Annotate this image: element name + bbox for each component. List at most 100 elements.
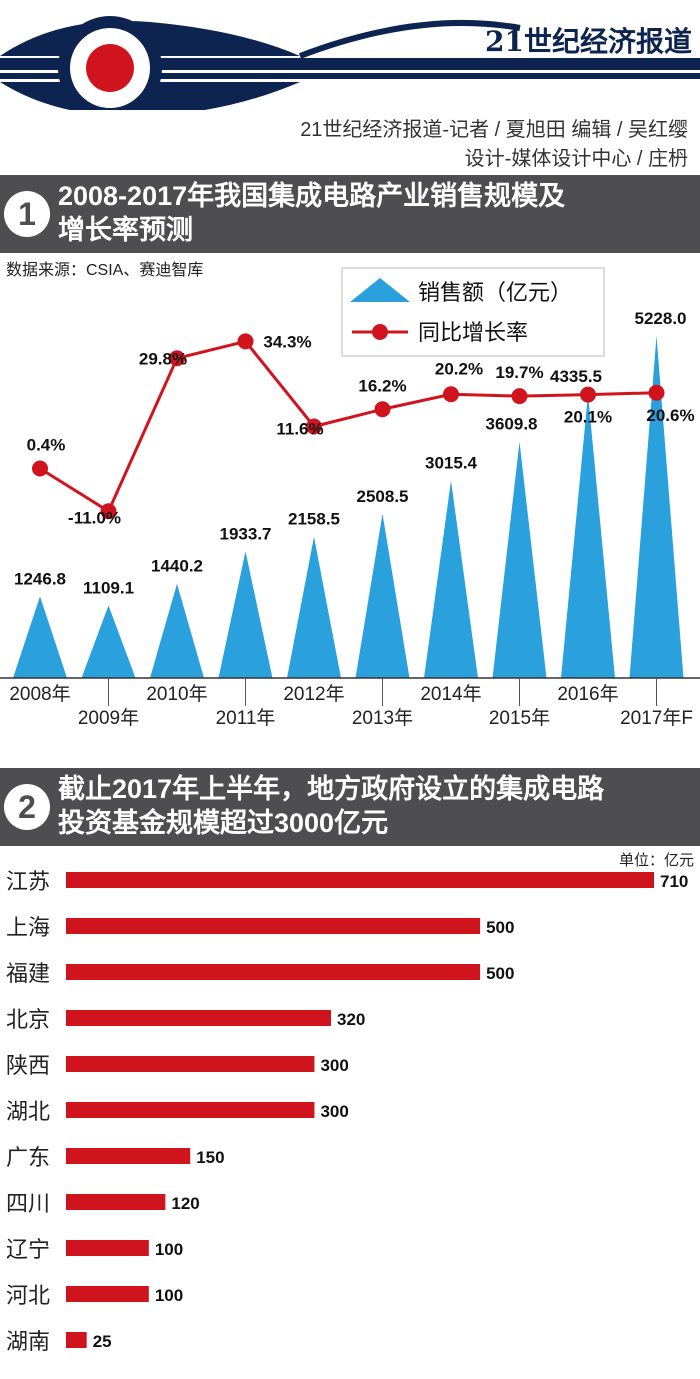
fund-value-label: 25 bbox=[93, 1332, 112, 1351]
data-source: 数据来源：CSIA、赛迪智库 bbox=[6, 262, 204, 279]
sales-bar bbox=[355, 513, 410, 678]
section2-title-line1: 截止2017年上半年，地方政府设立的集成电路 bbox=[58, 774, 605, 804]
fund-value-label: 500 bbox=[486, 918, 514, 937]
sales-bar bbox=[561, 394, 615, 678]
x-tick-label: 2008年 bbox=[9, 683, 70, 705]
sales-bar bbox=[81, 605, 136, 678]
fund-value-label: 500 bbox=[486, 964, 514, 983]
sales-value-label: 4335.5 bbox=[550, 367, 602, 386]
fund-value-label: 150 bbox=[196, 1148, 224, 1167]
province-label: 上海 bbox=[6, 915, 50, 940]
x-tick-label: 2016年 bbox=[557, 683, 618, 705]
sales-growth-chart: 1246.8 1109.1 1440.2 1933.7 2158.5 2508.5 3015… bbox=[0, 267, 700, 729]
section1-title: 2008-2017年我国集成电路产业销售规模及 增长率预测 bbox=[58, 179, 678, 247]
province-label: 湖北 bbox=[6, 1099, 50, 1124]
growth-rate-point bbox=[169, 350, 185, 367]
sales-bar bbox=[218, 551, 273, 678]
growth-rate-point bbox=[32, 460, 48, 477]
sales-value-label: 1109.1 bbox=[83, 578, 134, 597]
sales-value-label: 1933.7 bbox=[220, 524, 272, 543]
section2-banner: 2 截止2017年上半年，地方政府设立的集成电路 投资基金规模超过3000亿元 bbox=[0, 768, 700, 846]
brand-title: 21世纪经济报道 bbox=[485, 25, 692, 58]
growth-rate-line bbox=[39, 339, 657, 514]
fund-bar bbox=[66, 918, 481, 934]
fund-bar bbox=[66, 1056, 315, 1072]
province-label: 陕西 bbox=[6, 1053, 50, 1078]
x-tick-label: 2014年 bbox=[420, 683, 481, 705]
growth-rate-label: 11.6% bbox=[276, 420, 323, 439]
sales-bar bbox=[492, 441, 547, 678]
legend-line-point bbox=[372, 324, 388, 340]
growth-rate-label: 0.4% bbox=[27, 436, 66, 455]
fund-value-label: 300 bbox=[320, 1102, 348, 1121]
growth-rate-point bbox=[374, 401, 391, 418]
sales-bar bbox=[150, 583, 204, 678]
x-tick-label: 2015年 bbox=[489, 707, 550, 729]
legend-line-label: 同比增长率 bbox=[418, 320, 528, 345]
growth-rate-label: 20.1% bbox=[564, 408, 612, 427]
growth-rate-label: 29.8% bbox=[139, 349, 187, 368]
growth-rate-point bbox=[580, 386, 596, 403]
growth-rate-label: -11.0% bbox=[68, 508, 121, 527]
newspaper-logo bbox=[0, 16, 700, 110]
sales-bar bbox=[629, 335, 684, 678]
fund-value-label: 100 bbox=[155, 1240, 183, 1259]
fund-value-label: 320 bbox=[337, 1010, 365, 1029]
growth-rate-label: 16.2% bbox=[358, 376, 406, 395]
growth-rate-point bbox=[237, 333, 254, 350]
growth-rate-point bbox=[648, 384, 665, 401]
x-tick-label: 2013年 bbox=[352, 707, 413, 729]
province-label: 湖南 bbox=[6, 1329, 50, 1354]
province-label: 广东 bbox=[6, 1145, 50, 1170]
sales-value-label: 1440.2 bbox=[151, 557, 203, 576]
section1-title-line2: 增长率预测 bbox=[58, 215, 193, 245]
sales-bar bbox=[424, 480, 478, 678]
section1-title-line1: 2008-2017年我国集成电路产业销售规模及 bbox=[58, 181, 566, 211]
section2-number-badge: 2 bbox=[4, 784, 50, 830]
province-label: 北京 bbox=[6, 1007, 50, 1032]
section1-number-badge: 1 bbox=[4, 191, 50, 237]
province-label: 江苏 bbox=[6, 869, 50, 894]
fund-bar bbox=[66, 1102, 315, 1118]
unit-label: 单位：亿元 bbox=[618, 852, 694, 869]
fund-value-label: 120 bbox=[171, 1194, 199, 1213]
fund-bar bbox=[66, 1194, 166, 1210]
sales-value-label: 2508.5 bbox=[357, 487, 409, 506]
sales-value-label: 3609.8 bbox=[486, 415, 538, 434]
province-label: 福建 bbox=[6, 961, 50, 986]
growth-rate-label: 34.3% bbox=[263, 332, 311, 351]
sales-bar bbox=[13, 596, 67, 678]
province-label: 四川 bbox=[6, 1191, 50, 1216]
section2-title-line2: 投资基金规模超过3000亿元 bbox=[58, 808, 389, 838]
growth-rate-point bbox=[100, 503, 117, 520]
fund-value-label: 710 bbox=[660, 872, 688, 891]
fund-value-label: 300 bbox=[320, 1056, 348, 1075]
x-tick-label: 2009年 bbox=[78, 707, 139, 729]
section2-title: 截止2017年上半年，地方政府设立的集成电路 投资基金规模超过3000亿元 bbox=[58, 772, 678, 840]
sales-value-label: 5228.0 bbox=[635, 309, 687, 328]
growth-rate-label: 19.7% bbox=[495, 363, 543, 382]
sales-bar bbox=[287, 536, 341, 678]
fund-scale-chart: 江苏 710 上海 500 福建 500 北京 320 陕西 300 湖北 300 广东 150 四川 120… bbox=[6, 869, 688, 1354]
legend-bar-label: 销售额（亿元） bbox=[418, 280, 572, 305]
growth-rate-point bbox=[306, 418, 322, 435]
sales-value-label: 1246.8 bbox=[14, 569, 66, 588]
province-label: 辽宁 bbox=[6, 1237, 50, 1262]
fund-bar bbox=[66, 1148, 191, 1164]
growth-rate-point bbox=[511, 388, 528, 405]
growth-rate-point bbox=[443, 386, 459, 403]
fund-bar bbox=[66, 1286, 149, 1302]
sales-value-label: 2158.5 bbox=[288, 510, 340, 529]
credit-design: 设计-媒体设计中心 / 庄枬 bbox=[464, 148, 688, 170]
x-tick-label: 2017年F bbox=[620, 707, 693, 729]
legend-bar-swatch bbox=[350, 278, 410, 302]
fund-value-label: 100 bbox=[155, 1286, 183, 1305]
growth-rate-label: 20.6% bbox=[646, 406, 694, 425]
section1-banner: 1 2008-2017年我国集成电路产业销售规模及 增长率预测 bbox=[0, 175, 700, 253]
x-tick-label: 2011年 bbox=[216, 707, 276, 729]
credit-reporter-editor: 21世纪经济报道-记者 / 夏旭田 编辑 / 吴红缨 bbox=[300, 119, 688, 141]
fund-bar bbox=[66, 964, 481, 980]
fund-bar bbox=[66, 1332, 87, 1348]
growth-rate-label: 20.2% bbox=[435, 359, 483, 378]
fund-bar bbox=[66, 1010, 332, 1026]
